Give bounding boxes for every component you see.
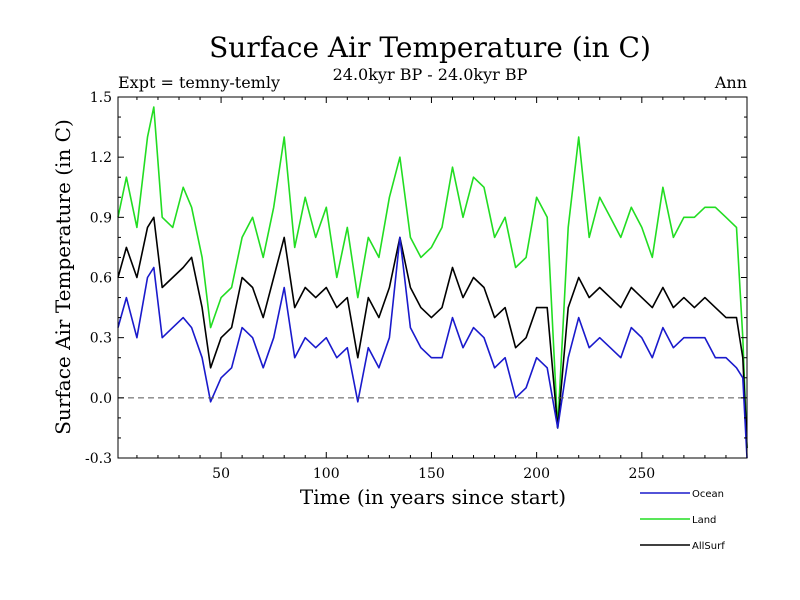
x-tick-label: 250	[628, 466, 655, 482]
legend-label-allsurf: AllSurf	[692, 541, 725, 552]
chart-title: Surface Air Temperature (in C)	[209, 31, 651, 64]
season-label: Ann	[714, 73, 747, 92]
y-tick-label: 0.9	[90, 210, 112, 226]
y-axis-label: Surface Air Temperature (in C)	[51, 119, 75, 435]
y-tick-label: 1.5	[90, 90, 112, 106]
legend-label-land: Land	[692, 515, 716, 526]
series-line-allsurf	[117, 216, 748, 449]
y-tick-label: 1.2	[90, 150, 112, 166]
y-tick-label: -0.3	[85, 451, 112, 467]
x-tick-label: 150	[418, 466, 445, 482]
x-axis-label: Time (in years since start)	[300, 485, 566, 509]
x-axis: 50 100 150 200 250	[136, 97, 727, 482]
series-line-ocean	[117, 236, 748, 459]
chart-subtitle: 24.0kyr BP - 24.0kyr BP	[333, 65, 528, 84]
y-axis: -0.3 0.0 0.3 0.6 0.9 1.2 1.5	[85, 90, 747, 467]
x-tick-label: 200	[523, 466, 550, 482]
y-tick-label: 0.0	[90, 391, 112, 407]
x-tick-label: 100	[313, 466, 340, 482]
y-tick-label: 0.3	[90, 331, 112, 347]
series-lines	[117, 106, 748, 459]
legend: Ocean Land AllSurf	[640, 489, 725, 552]
x-tick-label: 50	[212, 466, 230, 482]
experiment-label: Expt = temny-temly	[118, 73, 280, 92]
series-line-land	[117, 106, 748, 449]
legend-label-ocean: Ocean	[692, 489, 724, 500]
y-tick-label: 0.6	[90, 271, 112, 287]
